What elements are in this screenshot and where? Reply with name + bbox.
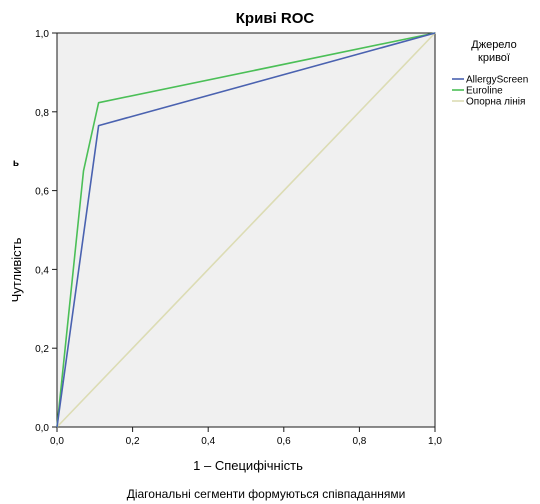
legend-item-label: Опорна лінія (466, 97, 525, 108)
series-line-allergyscreen (56, 32, 436, 428)
x-tick-label: 1,0 (428, 436, 442, 447)
series-lines (56, 32, 436, 428)
stray-mark: ь (13, 158, 19, 169)
axis-ticks: 0,0 0,2 0,4 0,6 0,8 1,0 0,0 0,2 0,4 0,6 0,8 1,0 (35, 29, 442, 447)
y-tick-label: 0,8 (35, 108, 49, 119)
y-tick-label: 1,0 (35, 29, 49, 40)
x-axis-label: 1 – Специфічність (193, 458, 303, 473)
series-line-опорна-лінія (56, 32, 436, 428)
legend-item-label: AllergyScreen (466, 75, 528, 86)
y-tick-label: 0,0 (35, 423, 49, 434)
x-tick-label: 0,6 (277, 436, 291, 447)
y-tick-label: 0,4 (35, 265, 49, 276)
y-tick-label: 0,2 (35, 344, 49, 355)
chart-title: Криві ROC (236, 10, 315, 27)
legend-title-line-2: кривої (478, 52, 510, 64)
x-tick-label: 0,0 (50, 436, 64, 447)
legend-item-label: Euroline (466, 86, 503, 97)
footnote: Діагональні сегменти формуються співпада… (127, 487, 406, 501)
legend: Джерело кривої AllergyScreenEurolineОпор… (452, 39, 528, 108)
x-tick-label: 0,2 (126, 436, 140, 447)
y-axis-label: Чутливість (9, 237, 24, 302)
y-tick-label: 0,6 (35, 187, 49, 198)
legend-title-line-1: Джерело (471, 39, 516, 51)
x-tick-label: 0,4 (201, 436, 215, 447)
x-tick-label: 0,8 (352, 436, 366, 447)
series-line-euroline (56, 32, 436, 428)
